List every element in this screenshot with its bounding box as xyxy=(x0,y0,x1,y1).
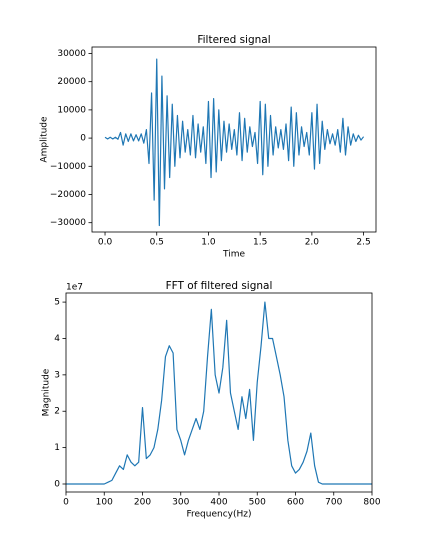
x-tick-label: 1.0 xyxy=(201,238,216,248)
x-tick-label: 2.0 xyxy=(305,238,320,248)
y-tick-label: 20000 xyxy=(57,77,86,87)
x-axis-label: Time xyxy=(222,250,245,260)
x-tick-label: 0 xyxy=(63,498,69,508)
signal-line xyxy=(66,301,372,485)
y-tick-label: 0 xyxy=(54,479,60,489)
chart-title: FFT of filtered signal xyxy=(166,280,273,292)
chart-title: Filtered signal xyxy=(197,34,270,46)
y-tick-label: 3 xyxy=(54,370,60,380)
x-tick-label: 1.5 xyxy=(253,238,267,248)
y-tick-label: −30000 xyxy=(50,218,86,228)
y-tick-label: 0 xyxy=(80,134,86,144)
x-tick-label: 0.5 xyxy=(150,238,164,248)
y-tick-label: 2 xyxy=(54,407,60,417)
x-tick-label: 100 xyxy=(96,498,113,508)
y-axis-label: Amplitude xyxy=(40,116,50,163)
y-tick-label: 10000 xyxy=(57,105,86,115)
x-tick-label: 0.0 xyxy=(98,238,113,248)
x-tick-label: 400 xyxy=(210,498,227,508)
y-tick-label: 30000 xyxy=(57,49,86,59)
y-tick-label: 1 xyxy=(54,443,60,453)
x-tick-label: 500 xyxy=(249,498,266,508)
x-tick-label: 2.5 xyxy=(356,238,370,248)
y-tick-label: −10000 xyxy=(50,162,86,172)
y-tick-label: 4 xyxy=(54,334,60,344)
axes-frame xyxy=(91,46,377,233)
x-tick-label: 600 xyxy=(287,498,304,508)
x-tick-label: 300 xyxy=(172,498,189,508)
signal-line xyxy=(104,58,365,227)
y-tick-label: 5 xyxy=(54,298,60,308)
x-tick-label: 800 xyxy=(363,498,380,508)
x-axis-label: Frequency(Hz) xyxy=(186,510,251,520)
offset-label: 1e7 xyxy=(66,283,83,293)
y-tick-label: −20000 xyxy=(50,190,86,200)
y-axis-label: Magnitude xyxy=(42,368,52,416)
x-tick-label: 200 xyxy=(134,498,151,508)
x-tick-label: 700 xyxy=(325,498,342,508)
